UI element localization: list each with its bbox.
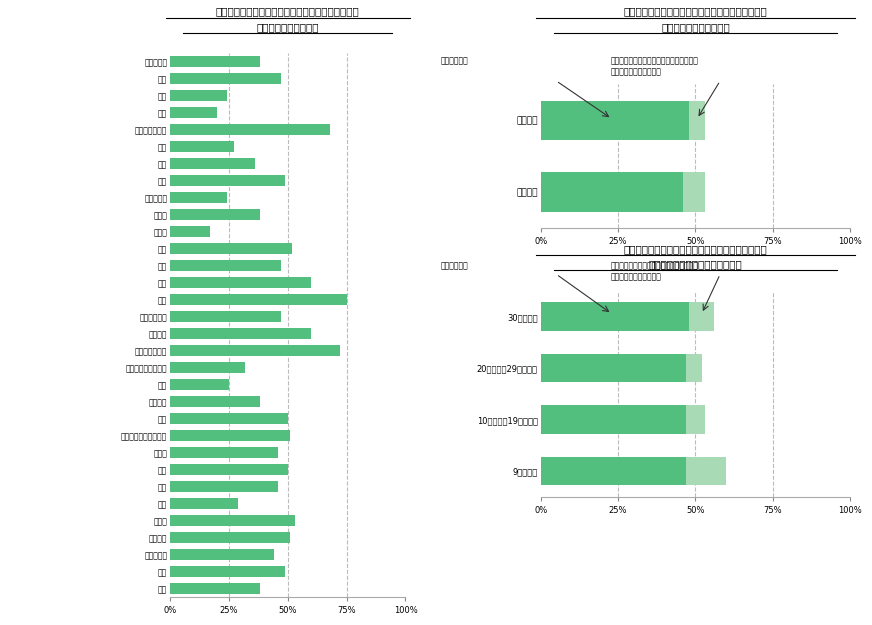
Bar (686, 457, 726, 485)
Bar (541, 406, 686, 434)
Text: 図表６：特定投資株式のうち、持ち合い株式の割合: 図表６：特定投資株式のうち、持ち合い株式の割合 (216, 6, 359, 16)
Bar (541, 101, 689, 140)
Bar (170, 515, 295, 526)
Bar (170, 532, 290, 542)
Bar (170, 175, 285, 186)
Bar (170, 328, 311, 339)
Bar (170, 379, 228, 390)
Bar (170, 209, 260, 220)
Text: 持ち合い株式: 持ち合い株式 (440, 56, 468, 65)
Bar (170, 362, 245, 372)
Bar (541, 173, 683, 212)
Bar (170, 311, 281, 322)
Bar (683, 173, 705, 212)
Bar (170, 481, 278, 492)
Bar (686, 406, 705, 434)
Bar (686, 354, 702, 382)
Bar (170, 260, 281, 271)
Bar (170, 278, 311, 288)
Bar (170, 192, 227, 203)
Bar (170, 566, 285, 577)
Bar (541, 302, 689, 331)
Text: 金融機関が発行する株式: 金融機関が発行する株式 (610, 67, 661, 76)
Bar (170, 124, 330, 135)
Bar (170, 583, 260, 594)
Text: 金融機関が発行する株式: 金融機関が発行する株式 (610, 272, 661, 281)
Text: （発行企業の業種別）: （発行企業の業種別） (256, 22, 319, 32)
Text: （保有企業の特定投資株式数別）: （保有企業の特定投資株式数別） (649, 259, 742, 269)
Text: 相互に保有し合う関係は確認できないが、: 相互に保有し合う関係は確認できないが、 (610, 261, 698, 270)
Text: 持ち合い株式: 持ち合い株式 (440, 261, 468, 270)
Bar (170, 141, 234, 152)
Bar (170, 549, 274, 559)
Bar (170, 56, 260, 67)
Bar (170, 396, 260, 407)
Bar (689, 302, 714, 331)
Bar (170, 498, 238, 509)
Text: 図表８：特定投資株式のうち、持ち合い株式の割合: 図表８：特定投資株式のうち、持ち合い株式の割合 (623, 244, 767, 254)
Bar (541, 457, 686, 485)
Bar (170, 107, 217, 118)
Bar (170, 447, 278, 458)
Bar (170, 158, 255, 169)
Text: 相互に保有し合う関係は確認できないが、: 相互に保有し合う関係は確認できないが、 (610, 56, 698, 65)
Text: （保有企業の上場先別）: （保有企業の上場先別） (661, 22, 730, 32)
Bar (170, 464, 288, 475)
Bar (170, 294, 347, 305)
Bar (170, 430, 290, 441)
Bar (170, 226, 210, 237)
Bar (170, 91, 227, 101)
Bar (170, 413, 288, 424)
Text: 図表７：特定投資株式のうち、持ち合い株式の割合: 図表７：特定投資株式のうち、持ち合い株式の割合 (623, 6, 767, 16)
Bar (170, 243, 292, 254)
Bar (170, 345, 339, 356)
Bar (541, 354, 686, 382)
Bar (689, 101, 705, 140)
Bar (170, 73, 281, 84)
